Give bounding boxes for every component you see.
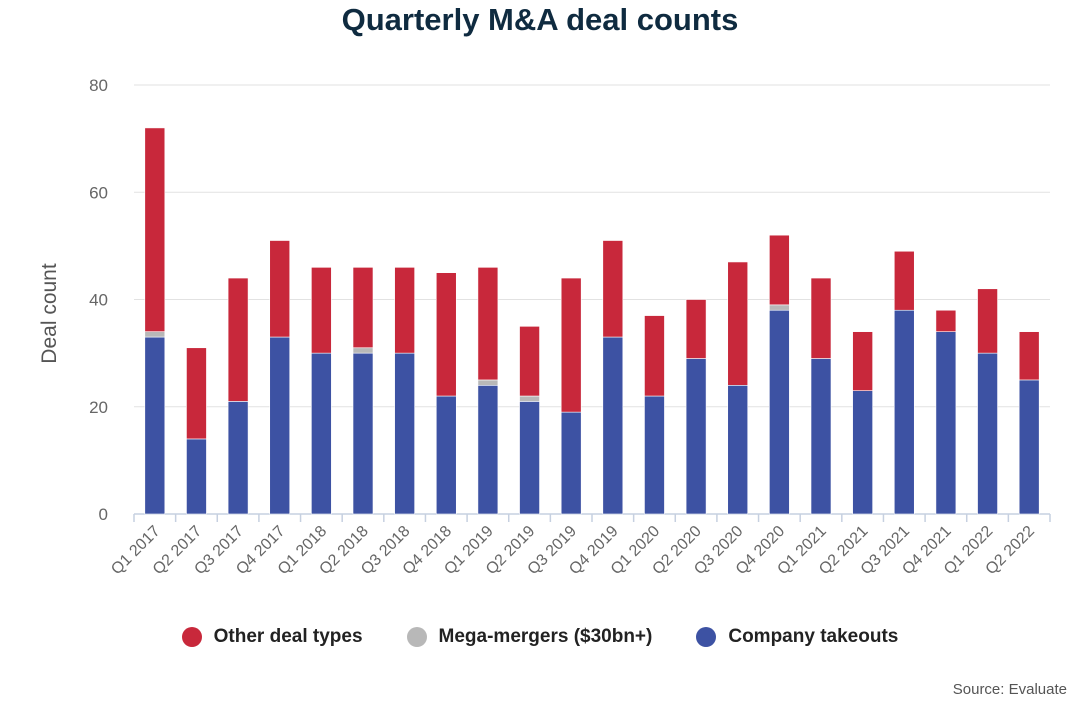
bar-other-deal-types bbox=[435, 272, 457, 397]
bar-company-takeouts bbox=[227, 401, 249, 515]
bar-company-takeouts bbox=[394, 352, 415, 515]
bar-other-deal-types bbox=[685, 299, 707, 359]
bar-other-deal-types bbox=[186, 347, 207, 440]
bar-company-takeouts bbox=[935, 331, 957, 515]
chart-title: Quarterly M&A deal counts bbox=[341, 2, 739, 37]
bar-other-deal-types bbox=[352, 267, 374, 349]
bar-other-deal-types bbox=[560, 277, 582, 413]
bar-other-deal-types bbox=[810, 277, 832, 359]
bar-company-takeouts bbox=[810, 358, 832, 515]
y-tick-label: 60 bbox=[89, 183, 108, 202]
bar-other-deal-types bbox=[227, 277, 249, 402]
bar-company-takeouts bbox=[186, 438, 207, 515]
bar-other-deal-types bbox=[893, 250, 915, 311]
bar-company-takeouts bbox=[519, 401, 540, 515]
bar-company-takeouts bbox=[769, 309, 790, 515]
legend: Other deal types Mega-mergers ($30bn+) C… bbox=[0, 626, 1080, 648]
bar-company-takeouts bbox=[977, 352, 998, 515]
bar-other-deal-types bbox=[852, 331, 873, 391]
bar-company-takeouts bbox=[852, 390, 873, 515]
source-note: Source: Evaluate bbox=[952, 681, 1067, 698]
bar-company-takeouts bbox=[685, 358, 707, 515]
bar-mega-mergers-30bn bbox=[519, 395, 540, 402]
bar-other-deal-types bbox=[935, 309, 957, 332]
legend-label-other: Other deal types bbox=[213, 626, 363, 647]
legend-swatch-other bbox=[181, 627, 202, 647]
y-tick-label: 40 bbox=[89, 291, 108, 310]
bar-mega-mergers-30bn bbox=[477, 379, 499, 386]
bar-company-takeouts bbox=[144, 336, 166, 515]
bar-company-takeouts bbox=[644, 395, 665, 515]
bar-mega-mergers-30bn bbox=[144, 331, 166, 338]
bar-other-deal-types bbox=[519, 326, 540, 397]
bar-other-deal-types bbox=[769, 234, 790, 306]
legend-item-other: Other deal types bbox=[181, 626, 363, 648]
legend-item-takeouts: Company takeouts bbox=[696, 626, 898, 648]
bar-company-takeouts bbox=[1018, 379, 1040, 515]
bar-company-takeouts bbox=[311, 352, 332, 515]
bar-other-deal-types bbox=[977, 288, 998, 354]
bar-mega-mergers-30bn bbox=[352, 347, 374, 354]
bar-mega-mergers-30bn bbox=[769, 304, 790, 311]
bar-other-deal-types bbox=[644, 315, 665, 397]
bar-company-takeouts bbox=[560, 411, 582, 515]
bar-company-takeouts bbox=[727, 384, 749, 515]
bar-other-deal-types bbox=[144, 127, 166, 332]
y-axis-label: Deal count bbox=[38, 263, 61, 364]
y-tick-label: 80 bbox=[89, 76, 108, 95]
y-tick-label: 0 bbox=[99, 505, 108, 524]
bar-company-takeouts bbox=[352, 352, 374, 515]
bar-other-deal-types bbox=[394, 267, 415, 354]
y-tick-label: 20 bbox=[89, 398, 108, 417]
bar-company-takeouts bbox=[602, 336, 624, 515]
bar-other-deal-types bbox=[727, 261, 749, 386]
bar-company-takeouts bbox=[893, 309, 915, 515]
legend-swatch-takeouts bbox=[696, 627, 717, 647]
legend-label-takeouts: Company takeouts bbox=[728, 626, 899, 647]
bar-other-deal-types bbox=[269, 240, 291, 338]
bar-other-deal-types bbox=[311, 267, 332, 354]
legend-item-mega: Mega-mergers ($30bn+) bbox=[406, 626, 653, 648]
bar-company-takeouts bbox=[435, 395, 457, 515]
legend-swatch-mega bbox=[406, 627, 427, 647]
bar-company-takeouts bbox=[477, 384, 499, 515]
bar-company-takeouts bbox=[269, 336, 291, 515]
bar-other-deal-types bbox=[602, 240, 624, 338]
bar-other-deal-types bbox=[1018, 331, 1040, 381]
legend-label-mega: Mega-mergers ($30bn+) bbox=[438, 626, 653, 647]
bar-other-deal-types bbox=[477, 267, 499, 381]
